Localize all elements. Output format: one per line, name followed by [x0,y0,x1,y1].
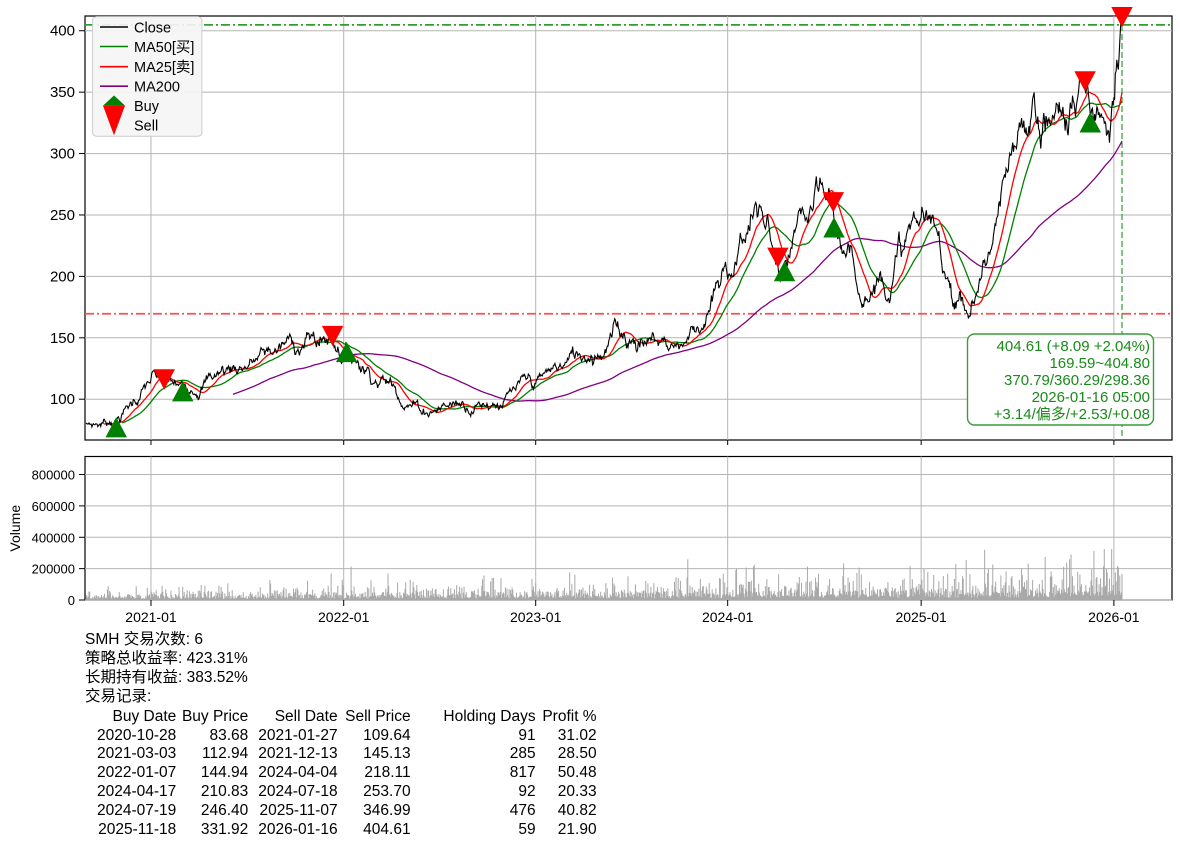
svg-text:350: 350 [50,84,75,101]
svg-text:370.79/360.29/298.36: 370.79/360.29/298.36 [1004,372,1150,389]
svg-text:2023-01: 2023-01 [510,609,562,625]
svg-text:600000: 600000 [32,499,75,514]
svg-text:200000: 200000 [32,562,75,577]
svg-text:MA25[卖]: MA25[卖] [134,59,194,76]
svg-text:404.61 (+8.09 +2.04%): 404.61 (+8.09 +2.04%) [997,338,1150,355]
svg-text:MA200: MA200 [134,80,180,96]
svg-text:MA50[买]: MA50[买] [134,39,194,56]
svg-text:2026-01-16 05:00: 2026-01-16 05:00 [1032,389,1150,406]
svg-text:200: 200 [50,268,75,285]
svg-text:2022-01: 2022-01 [318,609,370,625]
svg-text:0: 0 [68,593,75,608]
svg-text:800000: 800000 [32,468,75,483]
svg-text:2026-01: 2026-01 [1088,609,1140,625]
svg-text:150: 150 [50,330,75,347]
svg-text:400: 400 [50,23,75,40]
svg-text:2024-01: 2024-01 [702,609,754,625]
svg-text:100: 100 [50,391,75,408]
svg-text:Volume: Volume [7,505,23,552]
svg-text:2021-01: 2021-01 [125,609,177,625]
svg-text:250: 250 [50,207,75,224]
svg-text:300: 300 [50,146,75,163]
svg-text:Sell: Sell [134,119,158,135]
svg-text:2025-01: 2025-01 [895,609,947,625]
svg-text:Buy: Buy [134,99,160,115]
svg-text:+3.14/偏多/+2.53/+0.08: +3.14/偏多/+2.53/+0.08 [994,406,1150,423]
svg-text:400000: 400000 [32,530,75,545]
svg-text:Close: Close [134,20,171,36]
svg-text:169.59~404.80: 169.59~404.80 [1049,355,1150,372]
